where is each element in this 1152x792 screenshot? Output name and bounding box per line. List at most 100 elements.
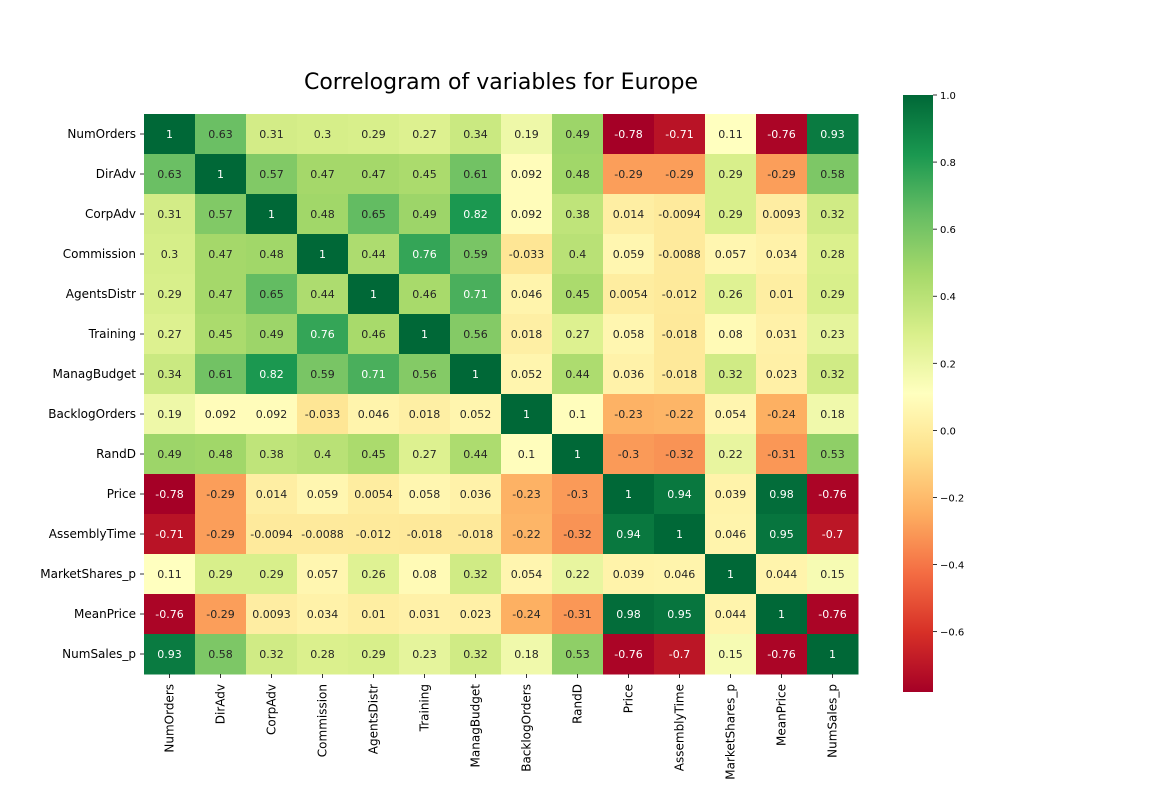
- cell-value-label: 0.93: [157, 648, 182, 661]
- heatmap-cell: [654, 314, 706, 355]
- heatmap-cell: [807, 354, 859, 395]
- heatmap-cell: [144, 194, 196, 235]
- cell-value-label: 0.092: [511, 208, 543, 221]
- heatmap-cell: [654, 194, 706, 235]
- colorbar-tick-label: 0.2: [940, 359, 956, 370]
- cell-value-label: 0.49: [157, 448, 182, 461]
- heatmap-cell: [654, 354, 706, 395]
- heatmap-cell: [297, 434, 349, 475]
- column-label: BacklogOrders: [520, 684, 534, 772]
- cell-value-label: 0.039: [613, 568, 645, 581]
- cell-value-label: -0.29: [206, 528, 234, 541]
- column-label: DirAdv: [214, 684, 228, 724]
- heatmap-cell: [807, 434, 859, 475]
- heatmap-cell: [705, 234, 757, 275]
- heatmap-cell: [297, 594, 349, 635]
- heatmap-cell: [501, 634, 553, 675]
- column-label: MarketShares_p: [724, 684, 738, 780]
- heatmap-cell: [603, 394, 655, 435]
- column-label: Price: [622, 684, 636, 713]
- column-labels: NumOrders DirAdv CorpAdv Commission AgentsDi…: [163, 674, 840, 780]
- heatmap-cell: [450, 234, 502, 275]
- heatmap-cell: [297, 274, 349, 315]
- row-label: RandD: [96, 447, 136, 461]
- heatmap-cell: [552, 514, 604, 555]
- heatmap-cell: [297, 394, 349, 435]
- cell-value-label: 0.32: [463, 648, 488, 661]
- heatmap-cell: [654, 474, 706, 515]
- heatmap-cell: [705, 514, 757, 555]
- cell-value-label: 0.32: [259, 648, 284, 661]
- heatmap-cell: [195, 274, 247, 315]
- column-label: AssemblyTime: [673, 684, 687, 771]
- heatmap-cell: [348, 514, 400, 555]
- heatmap-cell: [246, 634, 298, 675]
- heatmap-cell: [246, 354, 298, 395]
- cell-value-label: 0.53: [820, 448, 845, 461]
- heatmap-cell: [501, 234, 553, 275]
- column-label: Commission: [316, 684, 330, 757]
- heatmap-cell: [756, 554, 808, 595]
- heatmap-cell: [246, 274, 298, 315]
- heatmap-cell: [450, 314, 502, 355]
- cell-value-label: 1: [217, 168, 224, 181]
- cell-value-label: 0.058: [409, 488, 441, 501]
- cell-value-label: 0.29: [361, 648, 386, 661]
- column-label: RandD: [571, 684, 585, 724]
- heatmap-cell: [807, 154, 859, 195]
- heatmap-cell: [246, 154, 298, 195]
- heatmap-cell: [450, 594, 502, 635]
- heatmap-cell: [807, 234, 859, 275]
- column-label: CorpAdv: [265, 684, 279, 735]
- cell-value-label: 0.94: [667, 488, 692, 501]
- heatmap-cell: [552, 354, 604, 395]
- heatmap-cell: [195, 194, 247, 235]
- cell-value-label: -0.0088: [658, 248, 700, 261]
- row-label: BacklogOrders: [48, 407, 136, 421]
- cell-value-label: 0.046: [358, 408, 390, 421]
- heatmap-cell: [195, 354, 247, 395]
- cell-value-label: 0.26: [718, 288, 743, 301]
- heatmap-cell: [297, 514, 349, 555]
- heatmap-cell: [552, 394, 604, 435]
- heatmap-cell: [501, 274, 553, 315]
- cell-value-label: 0.044: [715, 608, 747, 621]
- cell-value-label: 0.057: [715, 248, 747, 261]
- cell-value-label: 0.32: [820, 208, 845, 221]
- heatmap-cell: [195, 434, 247, 475]
- cell-value-label: 0.014: [613, 208, 645, 221]
- cell-value-label: 0.031: [409, 608, 441, 621]
- cell-value-label: -0.23: [512, 488, 540, 501]
- cell-value-label: 0.59: [310, 368, 335, 381]
- heatmap-cell: [501, 554, 553, 595]
- heatmap-cell: [399, 634, 451, 675]
- cell-value-label: -0.0088: [301, 528, 343, 541]
- cell-value-label: 0.29: [361, 128, 386, 141]
- heatmap-cell: [756, 154, 808, 195]
- cell-value-label: 0.93: [820, 128, 845, 141]
- cell-value-label: 0.32: [718, 368, 743, 381]
- heatmap-cell: [654, 634, 706, 675]
- row-label: DirAdv: [96, 167, 136, 181]
- heatmap-cell: [399, 114, 451, 155]
- cell-value-label: 0.023: [766, 368, 798, 381]
- heatmap-cell: [450, 354, 502, 395]
- cell-value-label: -0.23: [614, 408, 642, 421]
- row-label: AssemblyTime: [49, 527, 136, 541]
- heatmap-cell: [348, 394, 400, 435]
- cell-value-label: 0.58: [208, 648, 233, 661]
- colorbar-tick-label: −0.2: [940, 493, 964, 504]
- heatmap-cell: [144, 274, 196, 315]
- cell-value-label: 0.65: [259, 288, 284, 301]
- cell-value-label: -0.012: [356, 528, 391, 541]
- cell-value-label: 0.036: [613, 368, 645, 381]
- cell-value-label: 0.44: [463, 448, 488, 461]
- cell-value-label: -0.29: [206, 488, 234, 501]
- heatmap-cell: [756, 594, 808, 635]
- cell-value-label: 0.48: [565, 168, 590, 181]
- cell-value-label: 1: [727, 568, 734, 581]
- cell-value-label: 0.057: [307, 568, 339, 581]
- cell-value-label: 0.63: [208, 128, 233, 141]
- heatmap-cell: [756, 474, 808, 515]
- cell-value-label: 0.0054: [609, 288, 648, 301]
